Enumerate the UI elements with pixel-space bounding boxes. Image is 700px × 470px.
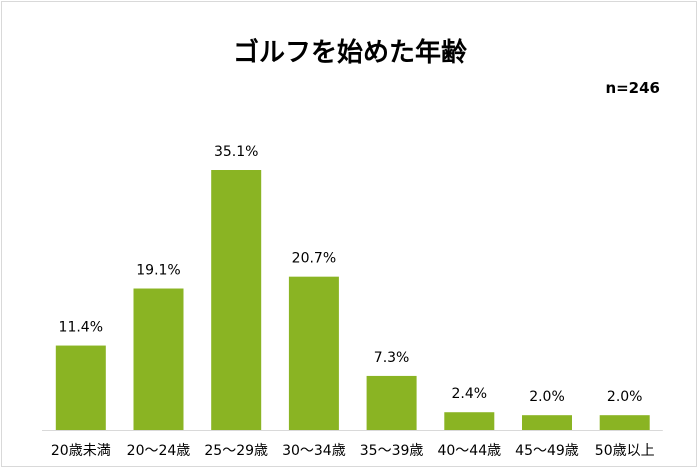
bar	[133, 288, 184, 430]
bar	[366, 375, 417, 430]
bar	[288, 276, 339, 430]
x-tick-label: 20～24歳	[127, 443, 191, 459]
data-label: 20.7%	[292, 251, 336, 267]
bar	[211, 170, 262, 430]
sample-size-annotation: n=246	[605, 79, 660, 97]
x-tick-label: 50歳以上	[595, 443, 655, 459]
data-label: 2.0%	[607, 389, 643, 405]
x-tick-label: 35～39歳	[360, 443, 424, 459]
data-label: 19.1%	[136, 263, 180, 279]
x-tick-label: 40～44歳	[437, 443, 501, 459]
data-label: 11.4%	[59, 320, 103, 336]
bar	[599, 415, 650, 430]
x-tick-label: 20歳未満	[51, 443, 111, 459]
x-tick-label: 45～49歳	[515, 443, 579, 459]
chart-title: ゴルフを始めた年齢	[232, 38, 467, 68]
data-label: 2.4%	[452, 386, 488, 402]
data-label: 35.1%	[214, 144, 258, 160]
data-label: 7.3%	[374, 350, 410, 366]
x-tick-label: 30～34歳	[282, 443, 346, 459]
bar	[55, 345, 106, 430]
bar	[444, 412, 495, 430]
x-tick-label: 25～29歳	[204, 443, 268, 459]
bar	[522, 415, 572, 430]
data-label: 2.0%	[529, 389, 565, 405]
